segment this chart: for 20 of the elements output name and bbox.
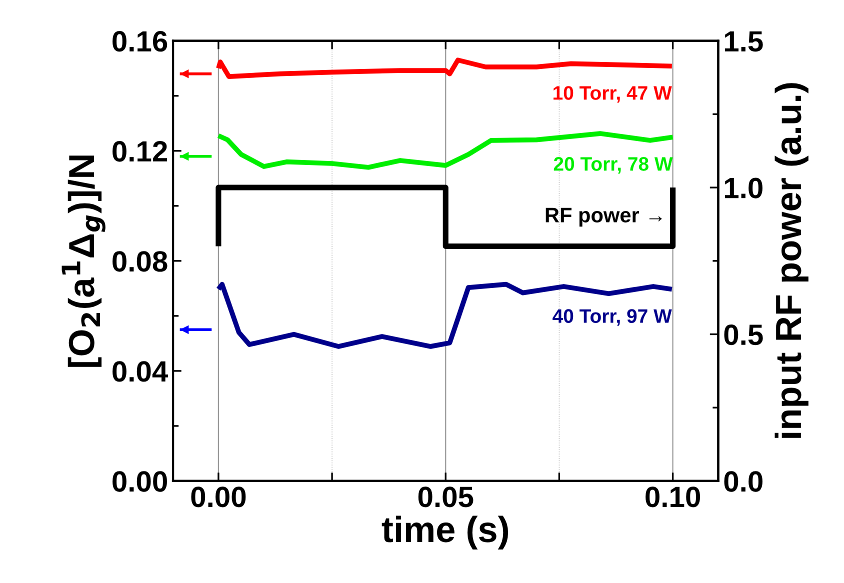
- series-label: 10 Torr, 47 W: [554, 86, 672, 103]
- y-tick-label: 0.00: [112, 471, 167, 492]
- series-label: RF power →: [546, 208, 662, 227]
- y2-tick-label: 1.0: [724, 178, 762, 198]
- y2-tick-label: 0.0: [724, 471, 762, 492]
- y-tick-label: 0.04: [112, 361, 168, 382]
- y-tick-label: 0.12: [112, 141, 167, 162]
- series-label: 20 Torr, 78 W: [554, 157, 673, 174]
- x-tick-label: 0.05: [418, 486, 474, 508]
- series-label: 40 Torr, 97 W: [552, 309, 672, 326]
- y-tick-label: 0.16: [112, 31, 168, 52]
- y-axis-title: [O$_{2}$(a$^{1}$Δ$_{g}$)]/N: [62, 156, 106, 367]
- x-tick-label: 0.00: [191, 486, 246, 508]
- y2-axis-title: input RF power (a.u.): [774, 83, 808, 438]
- x-axis-title: time (s): [382, 516, 508, 550]
- x-tick-label: 0.10: [646, 486, 700, 508]
- y-tick-label: 0.08: [112, 251, 168, 272]
- line-series: [216, 282, 674, 349]
- y2-tick-label: 0.5: [724, 324, 763, 346]
- y2-tick-label: 1.5: [724, 31, 763, 52]
